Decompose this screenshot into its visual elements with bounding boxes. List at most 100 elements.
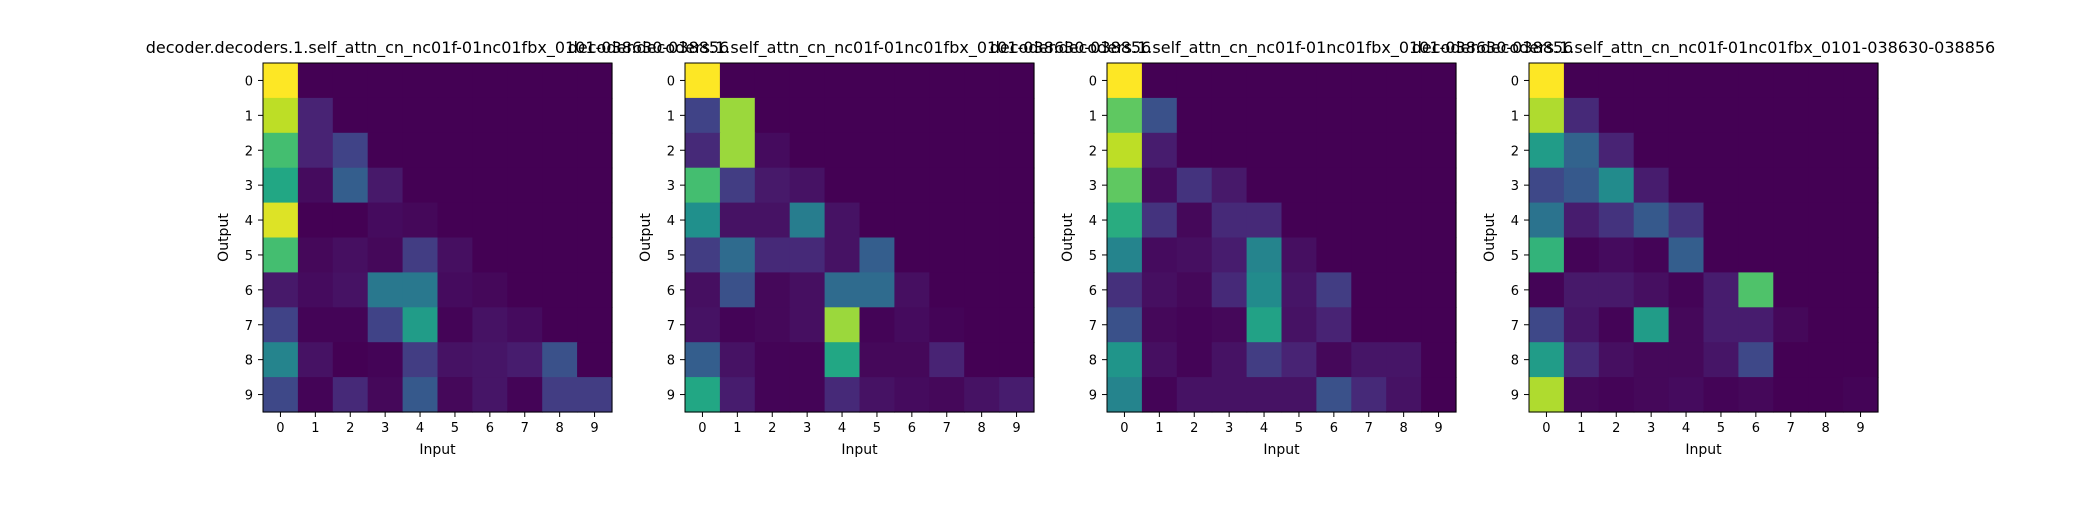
heatmap-cell-r3-c5 xyxy=(1703,167,1739,204)
heatmap-cell-r1-c4 xyxy=(1246,97,1283,134)
y-tick-label: 0 xyxy=(1089,74,1097,89)
heatmap-cell-r1-c6 xyxy=(894,97,930,134)
heatmap-cell-r9-c7 xyxy=(1773,377,1809,413)
x-tick-label: 5 xyxy=(873,421,881,436)
heatmap-cell-r2-c2 xyxy=(754,132,791,169)
heatmap-cell-r9-c6 xyxy=(894,377,930,413)
heatmap-cell-r6-c0 xyxy=(1107,272,1143,308)
heatmap-cell-r8-c8 xyxy=(964,342,1000,378)
x-tick-label: 8 xyxy=(1822,421,1830,436)
y-tick-label: 5 xyxy=(1089,249,1097,264)
heatmap-cell-r0-c1 xyxy=(719,63,756,99)
heatmap-cell-r1-c8 xyxy=(542,97,578,134)
x-tick-label: 0 xyxy=(698,421,706,436)
heatmap-cell-r3-c5 xyxy=(437,167,473,204)
heatmap-cell-r7-c0 xyxy=(1107,307,1143,343)
heatmap-cell-r3-c6 xyxy=(1738,167,1774,204)
heatmap-cell-r7-c4 xyxy=(402,307,439,343)
heatmap-cell-r7-c3 xyxy=(367,307,404,343)
heatmap-cell-r6-c8 xyxy=(1386,272,1422,308)
heatmap-cell-r6-c6 xyxy=(472,272,508,308)
x-tick-label: 9 xyxy=(1012,421,1020,436)
heatmap-cell-r7-c3 xyxy=(1633,307,1670,343)
heatmap-cell-r9-c4 xyxy=(402,377,439,413)
heatmap-cell-r9-c5 xyxy=(1703,377,1739,413)
heatmap-cell-r5-c6 xyxy=(472,237,508,273)
heatmap-cell-r5-c8 xyxy=(1808,237,1844,273)
x-tick-label: 2 xyxy=(1612,421,1620,436)
heatmap-cell-r2-c7 xyxy=(1773,132,1809,169)
heatmap-cell-r1-c0 xyxy=(685,97,721,134)
heatmap-cell-r6-c4 xyxy=(1246,272,1283,308)
heatmap-cell-r0-c6 xyxy=(894,63,930,99)
heatmap-cell-r4-c9 xyxy=(577,202,613,239)
heatmap-cell-r2-c7 xyxy=(1351,132,1387,169)
heatmap-cell-r6-c1 xyxy=(719,272,756,308)
heatmap-cell-r5-c4 xyxy=(1246,237,1283,273)
heatmap-cell-r7-c7 xyxy=(1351,307,1387,343)
heatmap-cell-r2-c6 xyxy=(472,132,508,169)
heatmap-cell-r3-c2 xyxy=(754,167,791,204)
heatmap-cell-r3-c5 xyxy=(1281,167,1317,204)
x-tick-label: 4 xyxy=(416,421,424,436)
y-tick-label: 7 xyxy=(245,319,253,334)
y-tick-label: 9 xyxy=(1511,389,1519,404)
heatmap-cell-r5-c1 xyxy=(297,237,334,273)
heatmap-cell-r2-c8 xyxy=(1386,132,1422,169)
heatmap-cell-r4-c0 xyxy=(1529,202,1565,239)
heatmap-cell-r1-c7 xyxy=(507,97,543,134)
heatmap-cell-r6-c8 xyxy=(542,272,578,308)
heatmap-cell-r4-c0 xyxy=(685,202,721,239)
heatmap-cell-r3-c9 xyxy=(577,167,613,204)
heatmap-cell-r2-c1 xyxy=(1563,132,1600,169)
heatmap-cell-r4-c2 xyxy=(754,202,791,239)
heatmap-cell-r2-c4 xyxy=(824,132,861,169)
heatmap-cell-r4-c4 xyxy=(402,202,439,239)
heatmap-cell-r2-c1 xyxy=(719,132,756,169)
heatmap-cell-r8-c9 xyxy=(577,342,613,378)
heatmap-cell-r3-c1 xyxy=(719,167,756,204)
x-tick-label: 7 xyxy=(943,421,951,436)
heatmap-cell-r0-c2 xyxy=(754,63,791,99)
heatmap-cell-r5-c8 xyxy=(964,237,1000,273)
heatmap-cell-r5-c5 xyxy=(1703,237,1739,273)
heatmap-cell-r8-c4 xyxy=(1668,342,1705,378)
x-tick-label: 6 xyxy=(1330,421,1338,436)
x-tick-label: 7 xyxy=(521,421,529,436)
heatmap-cell-r9-c1 xyxy=(1141,377,1178,413)
heatmap-cell-r5-c1 xyxy=(1563,237,1600,273)
heatmap-cell-r6-c5 xyxy=(1281,272,1317,308)
x-tick-label: 3 xyxy=(803,421,811,436)
heatmap-cell-r2-c4 xyxy=(1246,132,1283,169)
heatmap-cell-r2-c7 xyxy=(507,132,543,169)
heatmap-cell-r3-c8 xyxy=(1808,167,1844,204)
heatmap-cell-r2-c8 xyxy=(964,132,1000,169)
heatmap-cell-r5-c3 xyxy=(789,237,826,273)
heatmap-cell-r0-c8 xyxy=(964,63,1000,99)
y-tick-label: 3 xyxy=(245,179,253,194)
heatmap-cell-r8-c1 xyxy=(719,342,756,378)
x-axis-label: Input xyxy=(1263,442,1300,458)
heatmap-cell-r6-c5 xyxy=(1703,272,1739,308)
heatmap-cell-r5-c7 xyxy=(1351,237,1387,273)
heatmap-cell-r7-c5 xyxy=(1281,307,1317,343)
heatmap-cell-r8-c4 xyxy=(824,342,861,378)
heatmap-cell-r6-c3 xyxy=(1633,272,1670,308)
heatmap-cell-r2-c6 xyxy=(1738,132,1774,169)
heatmap-cell-r3-c1 xyxy=(1141,167,1178,204)
heatmap-cell-r7-c6 xyxy=(1738,307,1774,343)
heatmap-cell-r9-c9 xyxy=(999,377,1035,413)
heatmap-cell-r4-c6 xyxy=(1738,202,1774,239)
heatmap-cell-r6-c3 xyxy=(789,272,826,308)
heatmap-cell-r4-c8 xyxy=(1808,202,1844,239)
heatmap-cell-r0-c5 xyxy=(1703,63,1739,99)
heatmap-cell-r7-c4 xyxy=(824,307,861,343)
heatmap-cell-r3-c2 xyxy=(1598,167,1635,204)
heatmap-cell-r9-c3 xyxy=(1211,377,1248,413)
heatmap-cell-r9-c3 xyxy=(1633,377,1670,413)
heatmap-cell-r0-c1 xyxy=(297,63,334,99)
heatmap-cell-r6-c6 xyxy=(1738,272,1774,308)
heatmap-cell-r7-c5 xyxy=(1703,307,1739,343)
heatmap-cell-r1-c7 xyxy=(1351,97,1387,134)
heatmap-cell-r7-c9 xyxy=(1421,307,1457,343)
